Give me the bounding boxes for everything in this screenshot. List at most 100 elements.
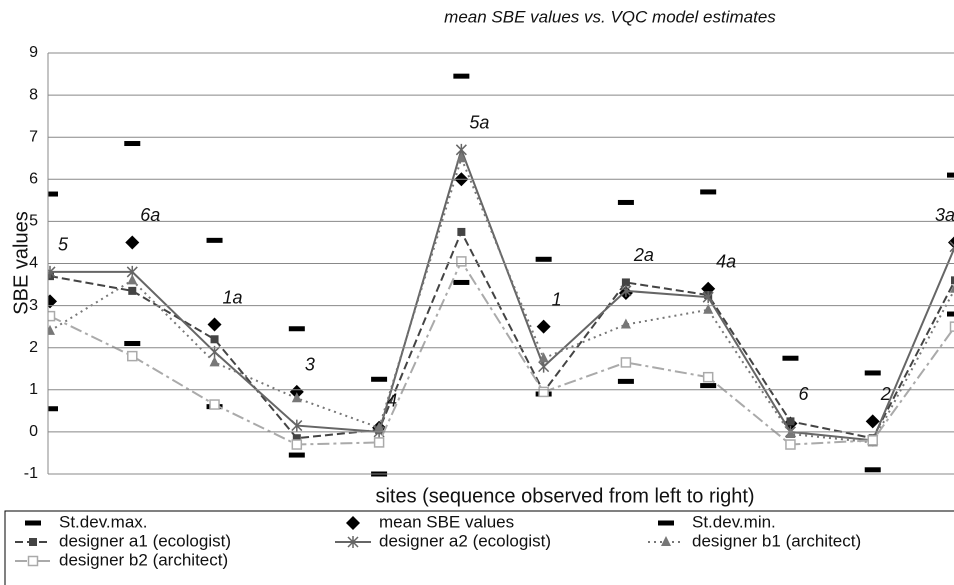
data-point (48, 272, 54, 281)
data-point (128, 286, 137, 295)
y-tick-label: 6 (29, 171, 38, 188)
y-tick-label: 9 (29, 44, 38, 61)
data-point (453, 73, 470, 79)
series-line (49, 229, 954, 440)
data-point (206, 237, 223, 243)
data-point (374, 421, 385, 432)
data-point (951, 276, 954, 285)
data-point (48, 294, 57, 309)
site-label: 1a (223, 287, 243, 307)
y-tick-label: 2 (29, 339, 38, 356)
data-point (617, 378, 634, 384)
site-label: 3 (305, 355, 315, 375)
legend-marker (25, 520, 41, 526)
data-point (538, 360, 550, 373)
series-line (49, 259, 954, 446)
data-point (949, 241, 954, 253)
y-tick-label: 1 (29, 381, 38, 398)
legend-label: designer a1 (ecologist) (59, 531, 231, 550)
legend-marker (29, 538, 37, 546)
data-point (292, 434, 301, 443)
data-point (865, 414, 880, 429)
data-point (700, 383, 717, 389)
legend-label: mean SBE values (379, 512, 514, 531)
legend-box (4, 510, 954, 585)
legend-label: St.dev.min. (692, 512, 776, 531)
y-tick-label: -1 (24, 465, 38, 482)
site-label: 2a (633, 245, 654, 265)
site-label: 6 (798, 384, 809, 404)
data-point (864, 467, 881, 473)
legend-marker (347, 536, 359, 548)
data-point (702, 371, 714, 383)
legend-marker (346, 516, 360, 530)
site-label: 1 (552, 289, 562, 309)
data-point (702, 291, 714, 304)
data-point (371, 376, 388, 382)
data-point (703, 303, 714, 314)
legend-label: St.dev.max. (59, 512, 148, 531)
data-point (207, 317, 222, 332)
data-point (456, 256, 467, 267)
data-point (456, 152, 467, 163)
data-point (950, 284, 954, 293)
series-line (50, 146, 954, 442)
y-axis-label: SBE values (10, 211, 32, 314)
legend-marker (27, 555, 39, 567)
plot-area (48, 73, 954, 477)
legend-marker (658, 520, 674, 526)
site-label: 4a (716, 252, 736, 272)
data-point (291, 439, 303, 450)
data-point (617, 199, 634, 205)
site-label: 6a (140, 205, 160, 225)
data-point (786, 417, 795, 426)
data-point (785, 428, 796, 439)
x-axis-label: sites (sequence observed from left to ri… (375, 485, 754, 507)
site-label: 5a (469, 113, 489, 133)
legend-label: designer b1 (architect) (692, 531, 861, 550)
data-point (291, 392, 302, 403)
y-tick-label: 8 (29, 86, 38, 103)
data-point (289, 384, 304, 399)
data-point (620, 318, 631, 329)
data-point (127, 350, 138, 362)
chart-title: mean SBE values vs. VQC model estimates (444, 7, 776, 26)
data-point (538, 352, 549, 363)
data-point (782, 355, 799, 361)
data-point (947, 311, 954, 317)
data-point (785, 439, 796, 450)
y-tick-label: 3 (29, 297, 38, 314)
legend-label: designer a2 (ecologist) (379, 531, 551, 550)
data-point (48, 406, 58, 412)
data-point (125, 235, 140, 250)
data-point (291, 419, 303, 432)
data-point (867, 435, 878, 446)
data-point (210, 335, 219, 344)
data-point (453, 279, 470, 285)
data-point (947, 172, 954, 178)
series-line (49, 155, 954, 444)
data-point (124, 340, 141, 346)
data-point (700, 189, 717, 195)
data-point (373, 437, 385, 448)
data-point (536, 319, 551, 334)
site-label: 4 (387, 390, 397, 410)
y-tick-label: 7 (29, 128, 38, 145)
legend-label: designer b2 (architect) (59, 550, 228, 569)
data-point (209, 356, 220, 367)
legend-marker (661, 536, 671, 546)
data-point (48, 324, 55, 335)
data-point (124, 141, 141, 147)
data-point (288, 452, 305, 458)
data-point (209, 399, 220, 410)
data-point (538, 386, 549, 398)
data-point (48, 265, 56, 278)
data-point (288, 326, 305, 332)
data-point (949, 321, 954, 332)
data-point (48, 310, 56, 322)
site-label: 2 (880, 384, 891, 404)
y-tick-label: 5 (29, 213, 38, 230)
data-point (864, 370, 881, 376)
site-label: 3a (935, 205, 954, 225)
